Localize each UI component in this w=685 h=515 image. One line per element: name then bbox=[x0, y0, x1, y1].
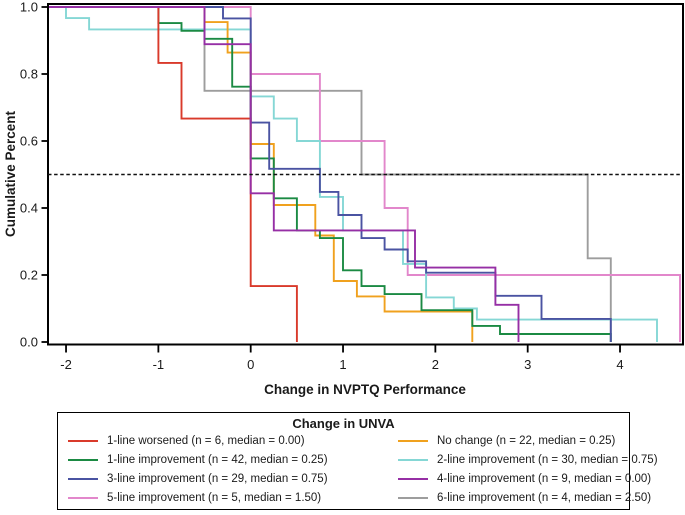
series-path-no-change bbox=[48, 6, 474, 342]
y-tick-label: 0.0 bbox=[20, 335, 38, 350]
legend-swatch-2-line-improvement bbox=[398, 458, 428, 461]
legend-entry-3-line-improvement: 3-line improvement (n = 29, median = 0.7… bbox=[68, 471, 398, 487]
legend-label: 5-line improvement (n = 5, median = 1.50… bbox=[107, 491, 322, 504]
x-tick-label: -1 bbox=[153, 357, 165, 372]
x-tick-label: 2 bbox=[432, 357, 439, 372]
x-axis-ticks: -2 -1 0 1 2 3 4 bbox=[60, 344, 624, 372]
y-tick-label: 0.2 bbox=[20, 268, 38, 283]
legend-label: 2-line improvement (n = 30, median = 0.7… bbox=[437, 453, 658, 466]
x-tick-label: 3 bbox=[524, 357, 531, 372]
legend-box: Change in UNVA 1-line worsened (n = 6, m… bbox=[57, 412, 658, 510]
legend-label: 1-line worsened (n = 6, median = 0.00) bbox=[107, 434, 305, 447]
series-curves bbox=[48, 6, 681, 342]
legend-swatch-4-line-improvement bbox=[398, 477, 428, 480]
series-path-1-line-worsened bbox=[48, 6, 298, 342]
x-axis-title: Change in NVPTQ Performance bbox=[264, 382, 466, 397]
legend-entry-1-line-worsened: 1-line worsened (n = 6, median = 0.00) bbox=[68, 433, 398, 449]
legend-entry-5-line-improvement: 5-line improvement (n = 5, median = 1.50… bbox=[68, 490, 398, 506]
y-tick-label: 0.4 bbox=[20, 201, 38, 216]
y-tick-label: 0.6 bbox=[20, 134, 38, 149]
legend-swatch-6-line-improvement bbox=[398, 496, 428, 499]
legend-label: No change (n = 22, median = 0.25) bbox=[437, 434, 616, 447]
series-path-2-line-improvement bbox=[48, 6, 658, 342]
legend-entry-4-line-improvement: 4-line improvement (n = 9, median = 0.00… bbox=[398, 471, 658, 487]
legend-swatch-3-line-improvement bbox=[68, 477, 98, 480]
series-path-4-line-improvement bbox=[48, 6, 520, 342]
y-tick-label: 0.8 bbox=[20, 67, 38, 82]
legend-swatch-1-line-improvement bbox=[68, 458, 98, 461]
legend-entry-6-line-improvement: 6-line improvement (n = 4, median = 2.50… bbox=[398, 490, 658, 506]
legend-label: 6-line improvement (n = 4, median = 2.50… bbox=[437, 491, 652, 504]
y-axis-title: Cumulative Percent bbox=[3, 110, 18, 237]
legend-entries: 1-line worsened (n = 6, median = 0.00) No… bbox=[58, 431, 658, 506]
legend-entry-1-line-improvement: 1-line improvement (n = 42, median = 0.2… bbox=[68, 452, 398, 468]
legend-swatch-1-line-worsened bbox=[68, 439, 98, 442]
legend-label: 3-line improvement (n = 29, median = 0.7… bbox=[107, 472, 328, 485]
y-tick-label: 1.0 bbox=[20, 0, 38, 15]
legend-swatch-5-line-improvement bbox=[68, 496, 98, 499]
x-tick-label: 0 bbox=[247, 357, 254, 372]
legend-entry-2-line-improvement: 2-line improvement (n = 30, median = 0.7… bbox=[398, 452, 658, 468]
x-tick-label: 4 bbox=[616, 357, 623, 372]
x-tick-label: 1 bbox=[339, 357, 346, 372]
legend-entry-no-change: No change (n = 22, median = 0.25) bbox=[398, 433, 658, 449]
legend-title: Change in UNVA bbox=[292, 416, 395, 431]
legend-swatch-no-change bbox=[398, 439, 428, 442]
legend-label: 1-line improvement (n = 42, median = 0.2… bbox=[107, 453, 328, 466]
x-tick-label: -2 bbox=[60, 357, 72, 372]
y-axis-ticks: 0.0 0.2 0.4 0.6 0.8 1.0 bbox=[20, 0, 48, 350]
chart-plot-area: -2 -1 0 1 2 3 4 0.0 0.2 0.4 0.6 0.8 1.0 Change in N… bbox=[3, 0, 684, 397]
legend-label: 4-line improvement (n = 9, median = 0.00… bbox=[437, 472, 652, 485]
